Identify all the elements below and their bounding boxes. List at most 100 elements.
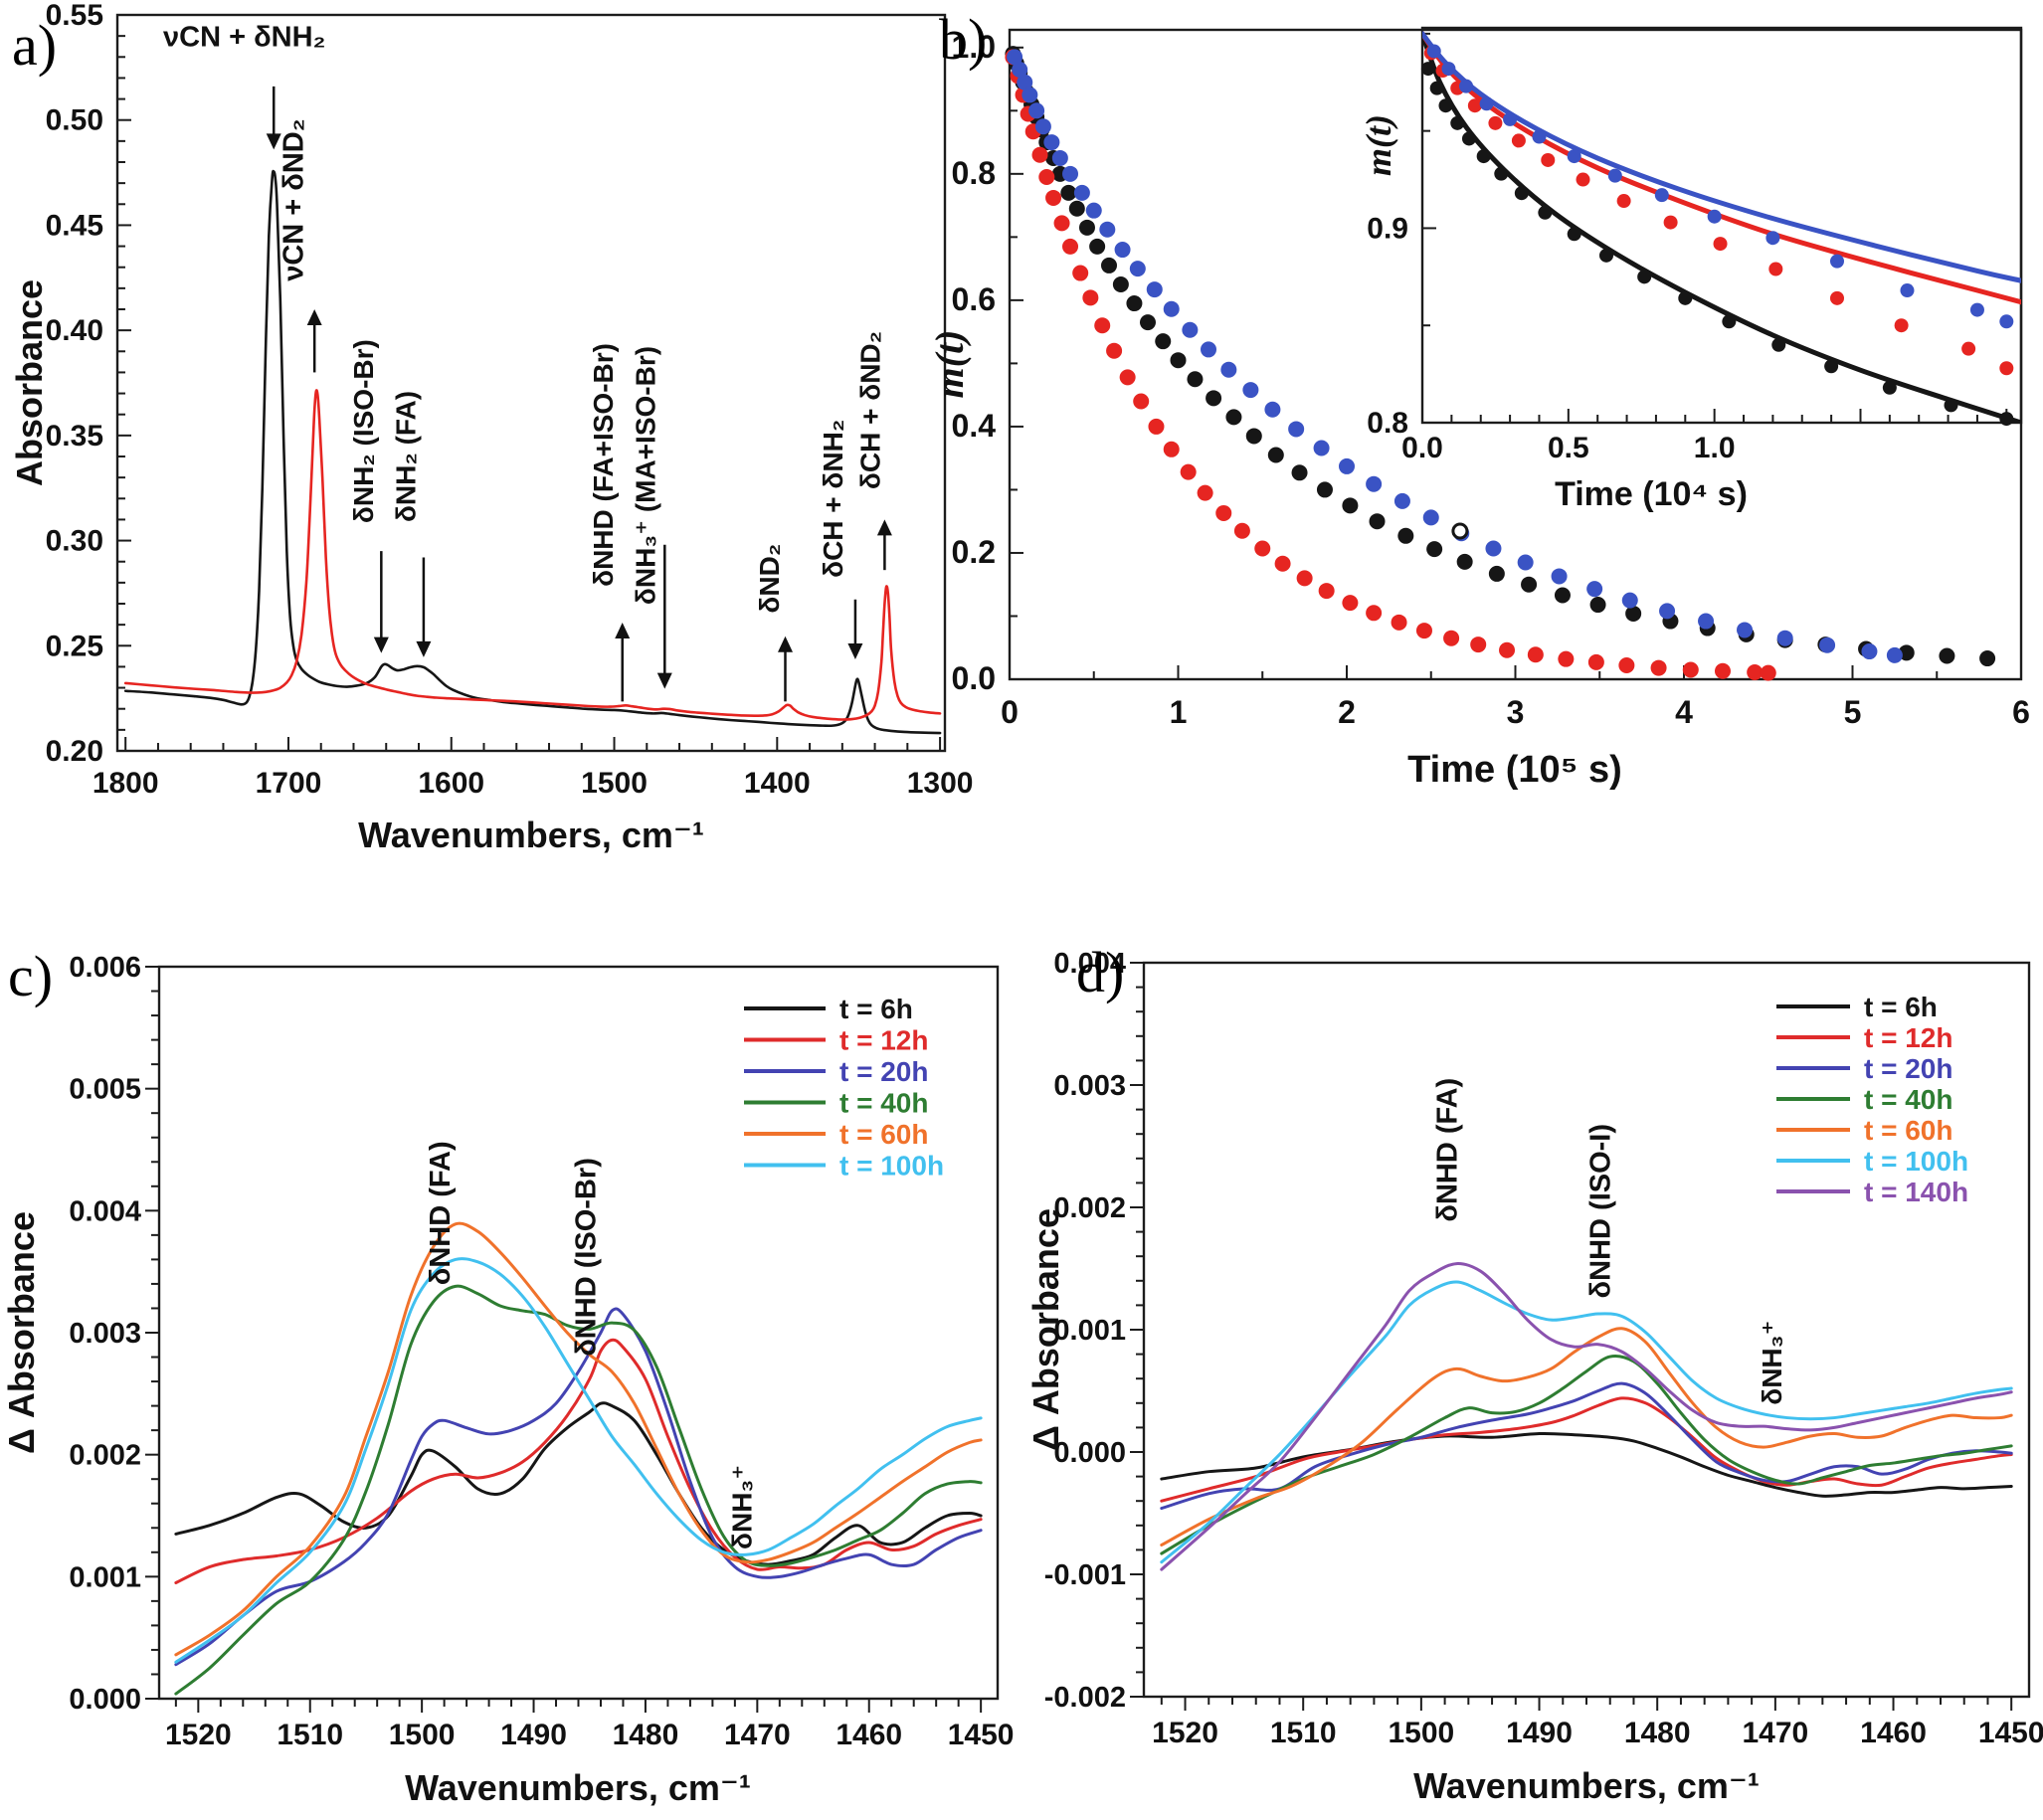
y-tick-label: -0.001 xyxy=(1044,1559,1126,1591)
data-dot xyxy=(1511,133,1526,148)
data-dot xyxy=(1060,184,1077,201)
data-dot xyxy=(1146,281,1163,298)
data-dot xyxy=(1170,352,1187,369)
plot-frame xyxy=(115,13,947,753)
y-axis-title: m(t) xyxy=(1359,114,1398,176)
annotation-arrow-head xyxy=(777,636,793,652)
x-tick-label: 1470 xyxy=(724,1719,791,1751)
data-dot xyxy=(1045,189,1062,206)
data-dot xyxy=(1819,637,1836,653)
data-dot xyxy=(1599,248,1614,263)
annotation-arrow-head xyxy=(306,309,322,325)
data-dot xyxy=(1429,81,1444,95)
x-tick-label: 1470 xyxy=(1742,1717,1808,1749)
data-dot xyxy=(1479,96,1494,111)
series-delta-t60h-orange xyxy=(174,1221,983,1657)
annotation--cn-nd-: νCN + δND₂ xyxy=(279,118,310,280)
y-tick-label: 0.8 xyxy=(952,155,996,191)
data-dot xyxy=(1106,342,1123,359)
x-tick-label: 1460 xyxy=(1860,1717,1927,1749)
data-dot xyxy=(1415,623,1432,639)
y-tick-label: 0.6 xyxy=(952,281,996,317)
data-dot xyxy=(1443,630,1460,646)
annotation--nh-fa-: δNH₂ (FA) xyxy=(391,391,422,522)
data-dot xyxy=(1422,509,1439,526)
data-dot xyxy=(1999,412,2014,427)
data-dot xyxy=(1450,115,1465,130)
x-tick-label: 1510 xyxy=(1270,1717,1337,1749)
data-dot xyxy=(1267,447,1284,463)
marker-stray-open-circle xyxy=(1451,522,1469,540)
annotation--nhd-iso-i-: δNHD (ISO-I) xyxy=(1585,1124,1617,1298)
y-tick-label: 0.30 xyxy=(46,525,103,558)
data-dot xyxy=(1456,553,1473,570)
data-dot xyxy=(1215,504,1232,521)
x-tick-label: 1490 xyxy=(1506,1717,1573,1749)
y-axis-title: Δ Absorbance xyxy=(1,1211,42,1454)
annotation-arrow-head xyxy=(656,672,672,689)
x-tick-label: 1490 xyxy=(500,1719,567,1751)
series-delta-t20h-blue xyxy=(1160,1381,2013,1511)
data-dot xyxy=(1187,371,1204,388)
y-tick-label: 0.8 xyxy=(1367,407,1408,440)
data-dot xyxy=(1488,565,1505,582)
data-dot xyxy=(1072,265,1089,281)
y-tick-label: 0.35 xyxy=(46,420,103,453)
y-tick-label: 0.005 xyxy=(69,1074,141,1106)
annotation-arrow-head xyxy=(615,623,631,639)
data-dot xyxy=(1776,630,1793,646)
data-dot xyxy=(1139,314,1156,331)
panel-letter-c: c) xyxy=(8,944,54,1008)
data-dot xyxy=(1043,134,1060,151)
legend-item: t = 20h xyxy=(744,1056,928,1087)
legend-label: t = 6h xyxy=(839,994,913,1024)
y-tick-label: 0.50 xyxy=(46,104,103,137)
y-axis-title: m(t) xyxy=(927,330,972,399)
series-delta-t12h-red xyxy=(1160,1396,2013,1503)
annotation--nhd-fa-iso-br-: δNHD (FA+ISO-Br) xyxy=(588,343,619,587)
y-tick-label: 0.001 xyxy=(69,1561,141,1593)
data-dot xyxy=(1420,62,1435,77)
data-dot xyxy=(1245,428,1262,445)
x-axis-title: Wavenumbers, cm⁻¹ xyxy=(405,1767,751,1808)
data-dot xyxy=(1488,115,1503,130)
data-dot xyxy=(1233,522,1250,539)
data-dot xyxy=(1155,333,1172,350)
data-dot xyxy=(1126,295,1143,312)
data-dot xyxy=(1607,168,1622,183)
series-delta-t100h-cyan xyxy=(174,1257,983,1664)
panel-d: 1520 1510 1500 1490 1480 1470 1460 1450 0.004 0.0… xyxy=(1025,948,2043,1806)
series-decay-dots-blue xyxy=(1007,49,1903,663)
y-tick-label: 0.006 xyxy=(69,952,141,984)
data-dot xyxy=(1101,257,1118,273)
data-dot xyxy=(1206,390,1222,407)
series-delta-t100h-cyan xyxy=(1160,1280,2013,1564)
x-tick-label: 3 xyxy=(1507,694,1525,730)
legend-label: t = 40h xyxy=(839,1088,928,1119)
data-dot xyxy=(1554,587,1571,604)
data-dot xyxy=(1514,186,1529,201)
data-dot xyxy=(1274,555,1291,572)
data-dot xyxy=(1485,540,1502,557)
y-tick-label: 0.004 xyxy=(1053,948,1126,980)
series-delta-t6h-black xyxy=(174,1401,983,1566)
legend-label: t = 100h xyxy=(839,1151,944,1182)
data-dot xyxy=(1133,393,1150,410)
data-dot xyxy=(1698,613,1715,630)
panel-letter-d: d) xyxy=(1076,940,1125,1004)
y-tick-label: 0.9 xyxy=(1367,212,1408,245)
annotation--ch-nd-: δCH + δND₂ xyxy=(854,331,885,489)
data-dot xyxy=(1567,227,1581,242)
data-dot xyxy=(1503,111,1518,126)
data-dot xyxy=(1254,540,1271,557)
data-dot xyxy=(1861,643,1878,660)
legend-item: t = 40h xyxy=(744,1088,928,1119)
x-tick-label: 1 xyxy=(1170,694,1188,730)
series-delta-t60h-orange xyxy=(1160,1327,2013,1547)
data-dot xyxy=(1737,622,1754,638)
data-dot xyxy=(1291,464,1308,481)
data-dot xyxy=(1112,275,1129,292)
data-dot xyxy=(1053,215,1070,232)
data-dot xyxy=(1296,570,1313,587)
